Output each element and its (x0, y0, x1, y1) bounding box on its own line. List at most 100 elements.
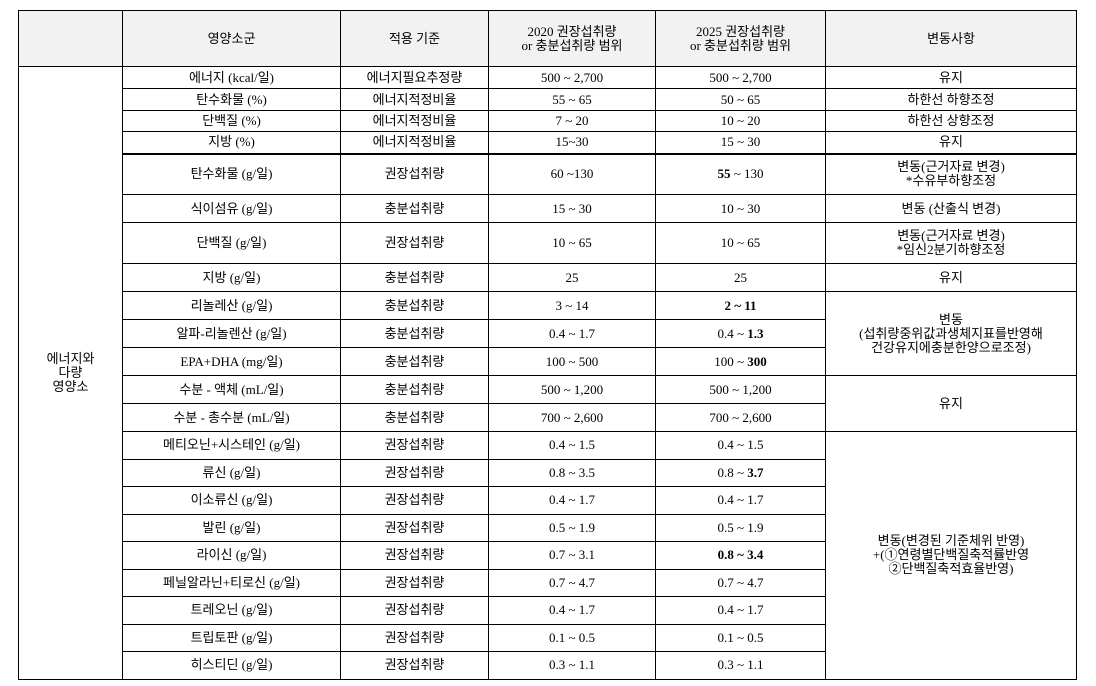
cell-text: 2 ~ 11 (724, 297, 757, 313)
header-cell: 2025 권장섭취량 or 충분섭취량 범위 (655, 10, 826, 67)
cell-text: 메티오닌+시스테인 (g/일) (163, 437, 300, 453)
standard-cell: 충분섭취량 (340, 194, 489, 223)
standard-cell: 권장섭취량 (340, 153, 489, 195)
cell-text: 지방 (g/일) (202, 269, 261, 285)
standard-cell: 에너지적정비율 (340, 88, 489, 111)
cell-text: 3 ~ 14 (555, 297, 589, 313)
cell-text: 하한선 하향조정 (907, 91, 995, 107)
cell-text: 15 ~ 30 (720, 134, 761, 150)
header-cell: 변동사항 (825, 10, 1077, 67)
cell-text: 충분섭취량 (384, 297, 445, 313)
v2020-cell: 0.4 ~ 1.7 (488, 319, 656, 348)
v2020-cell: 55 ~ 65 (488, 88, 656, 111)
cell-text: 리놀레산 (g/일) (190, 297, 273, 313)
v2025-cell: 0.4 ~ 1.5 (655, 431, 826, 460)
cell-text: 에너지와 (46, 350, 95, 366)
name-cell: 라이신 (g/일) (122, 541, 341, 570)
name-cell: 메티오닌+시스테인 (g/일) (122, 431, 341, 460)
standard-cell: 에너지적정비율 (340, 110, 489, 132)
cell-text: 10 ~ 30 (720, 200, 761, 216)
change-cell: 유지 (825, 131, 1077, 155)
change-cell: 변동(근거자료 변경) *수유부하향조정 (825, 153, 1077, 195)
cell-text: 55 (717, 166, 731, 182)
v2020-cell: 0.1 ~ 0.5 (488, 623, 656, 652)
v2020-cell: 0.4 ~ 1.7 (488, 596, 656, 625)
v2020-cell: 0.8 ~ 3.5 (488, 458, 656, 487)
cell-text: 0.1 ~ 0.5 (717, 629, 764, 645)
cell-text: 0.3 ~ 1.1 (548, 657, 596, 673)
data-row: 메티오닌+시스테인 (g/일) 권장섭취량 0.4 ~ 1.5 0.4 ~ 1.5 변동… (19, 431, 1077, 680)
cell-text: 0.8 ~ (717, 464, 748, 480)
cell-text: 류신 (g/일) (202, 464, 261, 480)
cell-text: 0.4 ~ 1.7 (548, 602, 596, 618)
data-row: 수분 - 총수분 (mL/일) 충분섭취량 700 ~ 2,600 700 ~ 2,6… (19, 403, 1077, 432)
cell-text: 변동 (939, 311, 963, 327)
cell-text: 에너지필요추정량 (366, 69, 463, 85)
cell-text: 2020 권장섭취량 (527, 23, 617, 39)
cell-text: 권장섭취량 (384, 492, 445, 508)
name-cell: 수분 - 총수분 (mL/일) (122, 403, 341, 432)
table-container: 영양소군 적용 기준 2020 권장섭취량 or 충분섭취량 범위 2025 권장섭취량… (18, 10, 1077, 680)
cell-text: 충분섭취량 (384, 325, 445, 341)
name-cell: 단백질 (%) (122, 110, 341, 132)
cell-text: 발린 (g/일) (202, 519, 261, 535)
cell-text: 60 ~130 (550, 166, 594, 182)
cell-text: 100 ~ 500 (545, 353, 599, 369)
cell-text: 에너지적정비율 (372, 113, 457, 128)
data-row: 트레오닌 (g/일) 권장섭취량 0.4 ~ 1.7 0.4 ~ 1.7 (19, 596, 1077, 625)
data-row: 알파-리놀렌산 (g/일) 충분섭취량 0.4 ~ 1.7 0.4 ~ 1.3 (19, 319, 1077, 348)
change-cell: 하한선 상향조정 (825, 110, 1077, 132)
standard-cell: 권장섭취량 (340, 486, 489, 515)
name-cell: 탄수화물 (%) (122, 88, 341, 111)
v2025-cell: 10 ~ 65 (655, 222, 826, 264)
name-cell: 수분 - 액체 (mL/일) (122, 375, 341, 404)
cell-text: 식이섬유 (g/일) (190, 200, 273, 216)
v2020-cell: 100 ~ 500 (488, 347, 656, 376)
cell-text: 권장섭취량 (384, 602, 445, 618)
standard-cell: 권장섭취량 (340, 431, 489, 460)
cell-text: 충분섭취량 (384, 353, 445, 369)
standard-cell: 충분섭취량 (340, 291, 489, 320)
name-cell: 식이섬유 (g/일) (122, 194, 341, 223)
v2020-cell: 0.4 ~ 1.5 (488, 431, 656, 460)
cell-text: 0.4 ~ 1.7 (717, 492, 764, 508)
cell-text: 탄수화물 (g/일) (190, 166, 273, 182)
cell-text: EPA+DHA (mg/일) (180, 353, 283, 369)
cell-text: 500 ~ 2,700 (709, 69, 772, 85)
standard-cell: 권장섭취량 (340, 568, 489, 597)
standard-cell: 권장섭취량 (340, 458, 489, 487)
data-row: 단백질 (%) 에너지적정비율 7 ~ 20 10 ~ 20 하한선 상향조정 (19, 110, 1077, 132)
cell-text: 변동 (산출식 변경) (901, 200, 1001, 216)
v2020-cell: 15 ~ 30 (488, 194, 656, 223)
cell-text: *임신2분기하향조정 (896, 242, 1006, 257)
v2025-cell: 0.8 ~ 3.4 (655, 541, 826, 570)
cell-text: 트립토판 (g/일) (190, 629, 273, 645)
cell-text: 300 (747, 353, 767, 369)
standard-cell: 충분섭취량 (340, 347, 489, 376)
cell-text: 페닐알라닌+티로신 (g/일) (163, 574, 300, 590)
cell-text: *수유부하향조정 (905, 173, 997, 189)
name-cell: 알파-리놀렌산 (g/일) (122, 319, 341, 348)
name-cell: 이소류신 (g/일) (122, 486, 341, 515)
cell-text: 0.5 ~ 1.9 (548, 519, 596, 535)
standard-cell: 권장섭취량 (340, 222, 489, 264)
v2025-cell: 500 ~ 1,200 (655, 375, 826, 404)
cell-text: 지방 (%) (208, 134, 255, 150)
cell-text: 권장섭취량 (384, 574, 445, 590)
data-row: 지방 (g/일) 충분섭취량 25 25 유지 (19, 263, 1077, 292)
cell-text: 0.4 ~ 1.7 (717, 602, 764, 618)
cell-text: 충분섭취량 (384, 269, 445, 285)
cell-text: 0.8 ~ 3.4 (717, 547, 764, 563)
change-cell: 변동 (섭취량중위값과생체지표를반영해 건강유지에충분한양으로조정) (825, 291, 1077, 376)
cell-text: 10 ~ 20 (720, 113, 761, 128)
cell-text: 0.1 ~ 0.5 (548, 629, 596, 645)
cell-text: 7 ~ 20 (555, 113, 589, 128)
data-row: 히스티딘 (g/일) 권장섭취량 0.3 ~ 1.1 0.3 ~ 1.1 (19, 651, 1077, 680)
cell-text: or 충분섭취량 범위 (521, 37, 623, 53)
cell-text: 0.3 ~ 1.1 (717, 657, 764, 673)
cell-text: ~ 130 (730, 166, 764, 182)
cell-text: 이소류신 (g/일) (190, 492, 273, 508)
v2025-cell: 0.4 ~ 1.3 (655, 319, 826, 348)
v2020-cell: 700 ~ 2,600 (488, 403, 656, 432)
